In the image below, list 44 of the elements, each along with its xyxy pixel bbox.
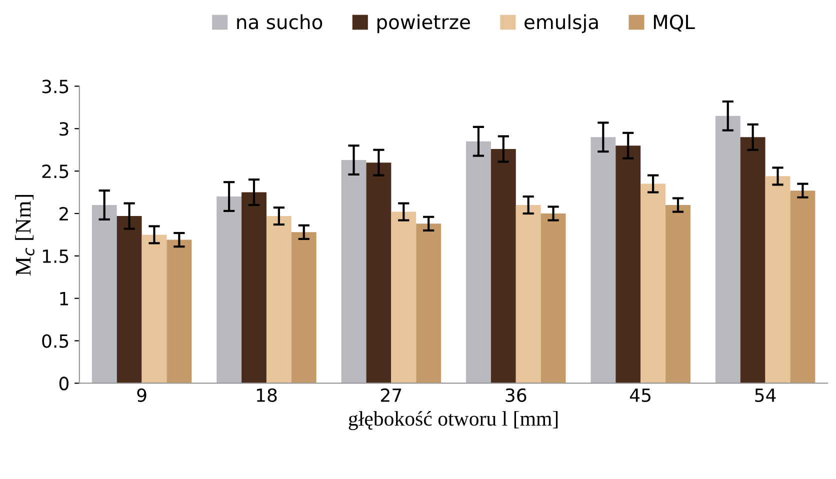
bar [466, 141, 491, 384]
bar [490, 149, 516, 384]
y-tick-label: 0 [59, 376, 68, 390]
x-tick-label: 9 [137, 388, 146, 402]
legend-label: MQL [654, 14, 695, 32]
y-tick-label: 2.5 [42, 164, 68, 178]
bar [616, 146, 641, 384]
y-tick-label: 3.5 [42, 80, 68, 94]
y-tick-label: 3 [60, 122, 68, 136]
bar [216, 196, 242, 384]
legend-label: emulsja [524, 14, 598, 34]
bar [666, 205, 690, 384]
bar [366, 162, 392, 384]
bar [142, 234, 167, 384]
bar [790, 190, 816, 384]
bar [341, 160, 366, 384]
bar [242, 192, 266, 384]
bar [166, 240, 192, 384]
bar [391, 212, 416, 384]
bar [765, 176, 790, 384]
bar [291, 232, 316, 384]
bar [715, 116, 740, 384]
legend-label: na sucho [237, 14, 322, 30]
x-tick-label: 45 [630, 388, 650, 402]
x-tick-label: 27 [381, 388, 402, 402]
bar [116, 216, 142, 384]
bar [590, 137, 616, 384]
y-axis-title: M$_{c}$ [Nm] [15, 194, 34, 276]
y-tick-label: 2 [60, 206, 68, 220]
y-tick-label: 1 [60, 292, 68, 306]
x-tick-label: 54 [755, 388, 776, 402]
legend-label: powietrze [377, 14, 470, 34]
x-axis-title: głębokość otworu l [mm] [348, 411, 558, 430]
bar [266, 216, 292, 384]
bar [92, 205, 117, 384]
y-tick-label: 1.5 [42, 250, 68, 264]
bar [640, 184, 666, 384]
bar [740, 137, 766, 384]
bar [416, 224, 442, 384]
bar [516, 205, 541, 384]
x-tick-label: 36 [506, 388, 526, 402]
bar [540, 213, 566, 384]
x-tick-label: 18 [256, 388, 277, 402]
y-tick-label: 0.5 [42, 334, 68, 348]
